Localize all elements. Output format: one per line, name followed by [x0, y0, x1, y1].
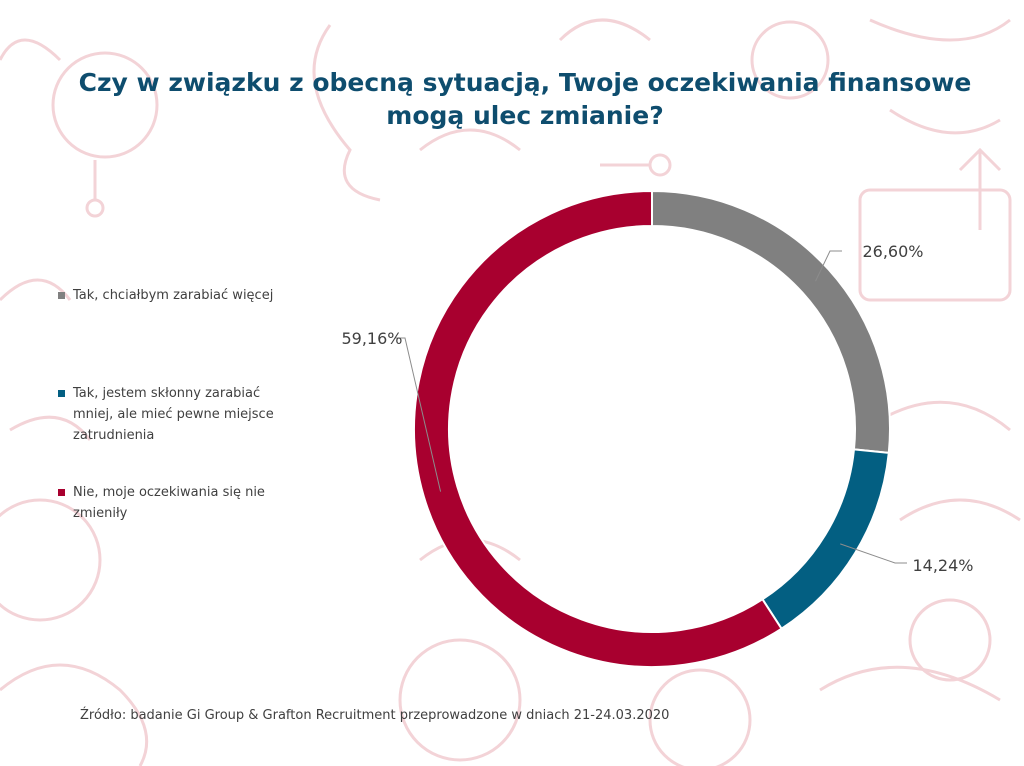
chart-title: Czy w związku z obecną sytuacją, Twoje o… [78, 68, 972, 130]
legend-label: Nie, moje oczekiwania się nie zmieniły [73, 485, 265, 521]
decor-circle-icon [750, 20, 830, 100]
legend-swatch [58, 390, 65, 397]
legend-label: Tak, chciałbym zarabiać więcej [73, 288, 274, 303]
legend-label: Tak, jestem skłonny zarabiać mniej, ale … [73, 386, 274, 443]
legend-item-less: Tak, jestem skłonny zarabiać mniej, ale … [58, 383, 288, 446]
data-label: 14,24% [912, 556, 973, 575]
decor-head-profile-icon [312, 24, 381, 202]
decor-node-icon [85, 198, 105, 218]
legend-item-unchanged: Nie, moje oczekiwania się nie zmieniły [58, 482, 288, 524]
leader-line [815, 250, 842, 282]
leader-line [395, 337, 442, 492]
leader-line [840, 543, 907, 564]
data-label: 26,60% [862, 242, 923, 261]
decor-screen-icon [858, 188, 1012, 302]
decor-bubble-icon [908, 598, 992, 682]
legend-item-more: Tak, chciałbym zarabiać więcej [58, 285, 288, 306]
decor-wave-icon [0, 663, 149, 766]
slice-tak-wiecej [651, 189, 891, 454]
slice-tak-mniej [761, 448, 890, 631]
decor-ring-icon [0, 498, 102, 622]
slice-nie [413, 189, 783, 668]
decor-curve-icon [0, 38, 62, 62]
decor-ad-bubble-icon [51, 51, 159, 159]
legend-swatch [58, 489, 65, 496]
source-note: Źródło: badanie Gi Group & Grafton Recru… [80, 708, 670, 723]
data-label: 59,16% [341, 329, 402, 348]
legend-swatch [58, 292, 65, 299]
